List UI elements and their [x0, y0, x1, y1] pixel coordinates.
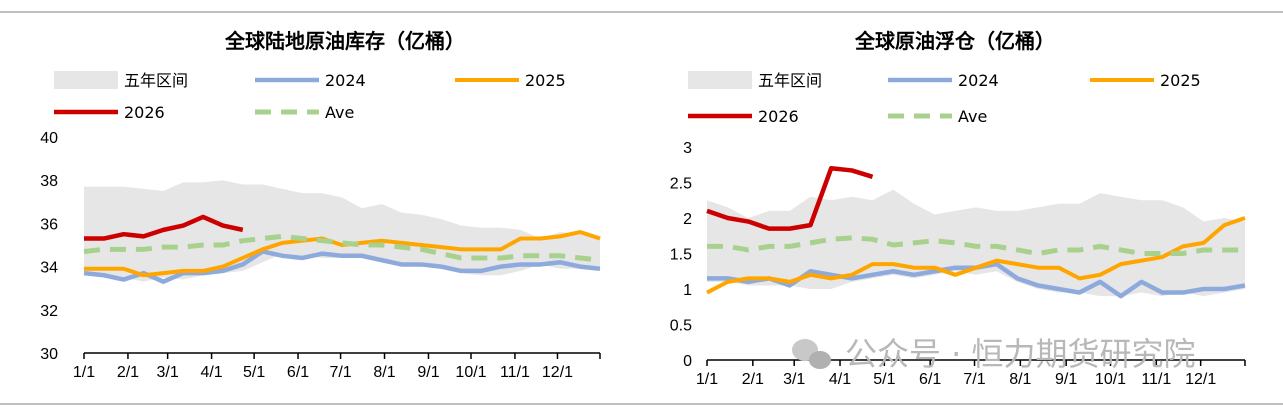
- x-tick-label: 2/1: [117, 364, 139, 381]
- x-tick-label: 5/1: [243, 364, 265, 381]
- x-tick-label: 1/1: [73, 364, 95, 381]
- y-tick-label: 2: [683, 211, 692, 228]
- x-tick-label: 6/1: [919, 371, 941, 388]
- x-tick-label: 8/1: [373, 364, 395, 381]
- x-tick-label: 10/1: [1095, 371, 1126, 388]
- x-tick-label: 11/1: [500, 364, 530, 381]
- x-tick-label: 4/1: [829, 371, 851, 388]
- y-tick-label: 30: [40, 346, 58, 363]
- series-line-2026: [84, 214, 244, 241]
- series-line-ave: [83, 233, 601, 263]
- y-tick-label: 0.5: [670, 318, 692, 335]
- chart-left: 1/1 2/1 3/1 4/1 5/1 6/1 7/1 8/1 9/1 10/1 11/1 12/1 3…: [40, 71, 601, 381]
- legend-item: 2025: [455, 71, 566, 90]
- x-tick-label: 7/1: [963, 371, 985, 388]
- y-tick-label: 1.5: [670, 247, 692, 264]
- five-year-range-band: [84, 180, 600, 282]
- watermark: 公众号 · 恒力期货研究院: [792, 335, 1196, 373]
- legend-label: 2025: [1160, 71, 1201, 90]
- y-tick-label: 40: [40, 130, 58, 147]
- x-tick-label: 1/1: [696, 371, 718, 388]
- legend-label: 2024: [958, 71, 999, 90]
- y-tick-label: 34: [40, 260, 58, 277]
- y-tick-label: 1: [683, 282, 692, 299]
- legend-item: Ave: [888, 107, 987, 126]
- legend-label: Ave: [325, 103, 354, 122]
- legend-label: 2026: [124, 103, 165, 122]
- legend-item: 2024: [255, 71, 366, 90]
- legend-item: 2026: [54, 103, 165, 122]
- legend-label: Ave: [958, 107, 987, 126]
- x-tick-label: 5/1: [873, 371, 895, 388]
- y-tick-label: 36: [40, 216, 58, 233]
- chart-title-left: 全球陆地原油库存（亿桶）: [224, 29, 465, 53]
- y-tick-label: 3: [683, 140, 692, 157]
- legend-label: 五年区间: [758, 71, 822, 90]
- x-tick-label: 12/1: [542, 364, 573, 381]
- x-tick-label: 2/1: [742, 371, 764, 388]
- x-tick-label: 3/1: [157, 364, 179, 381]
- chart-right: 1/1 2/1 3/1 4/1 5/1 6/1 7/1 8/1 9/1 10/1 11/1 12/1 0…: [670, 71, 1246, 388]
- legend-item: 五年区间: [54, 71, 188, 90]
- x-tick-label: 10/1: [455, 364, 486, 381]
- x-tick-label: 9/1: [1055, 371, 1077, 388]
- series-line-ave: [707, 235, 1245, 256]
- chart-title-right: 全球原油浮仓（亿桶）: [854, 29, 1055, 53]
- legend-label: 2026: [758, 107, 799, 126]
- x-tick-label: 6/1: [287, 364, 309, 381]
- legend-label: 五年区间: [124, 71, 188, 90]
- legend-label: 2024: [325, 71, 366, 90]
- y-tick-label: 0: [683, 353, 692, 370]
- x-tick-label: 7/1: [329, 364, 351, 381]
- y-tick-label: 2.5: [670, 176, 692, 193]
- legend-item: 五年区间: [688, 71, 822, 90]
- x-tick-label: 11/1: [1141, 371, 1171, 388]
- watermark-text: 公众号 · 恒力期货研究院: [845, 335, 1196, 373]
- legend-item: 2024: [888, 71, 999, 90]
- series-line-2025: [706, 216, 1246, 295]
- legend-item: Ave: [255, 103, 354, 122]
- x-tick-label: 8/1: [1009, 371, 1031, 388]
- x-tick-label: 12/1: [1185, 371, 1216, 388]
- legend-label: 2025: [525, 71, 566, 90]
- series-line-2024: [83, 249, 601, 284]
- legend-swatch-band: [688, 71, 752, 89]
- wechat-icon-bubble: [809, 351, 831, 369]
- series-line-2026: [706, 166, 874, 231]
- legend-swatch-band: [54, 71, 118, 89]
- x-tick-label: 9/1: [417, 364, 439, 381]
- y-tick-label: 32: [40, 303, 58, 320]
- legend-item: 2025: [1090, 71, 1201, 90]
- series-line-2025: [84, 230, 601, 278]
- legend-item: 2026: [688, 107, 799, 126]
- y-tick-label: 38: [40, 173, 58, 190]
- x-tick-label: 4/1: [200, 364, 222, 381]
- x-tick-label: 3/1: [783, 371, 805, 388]
